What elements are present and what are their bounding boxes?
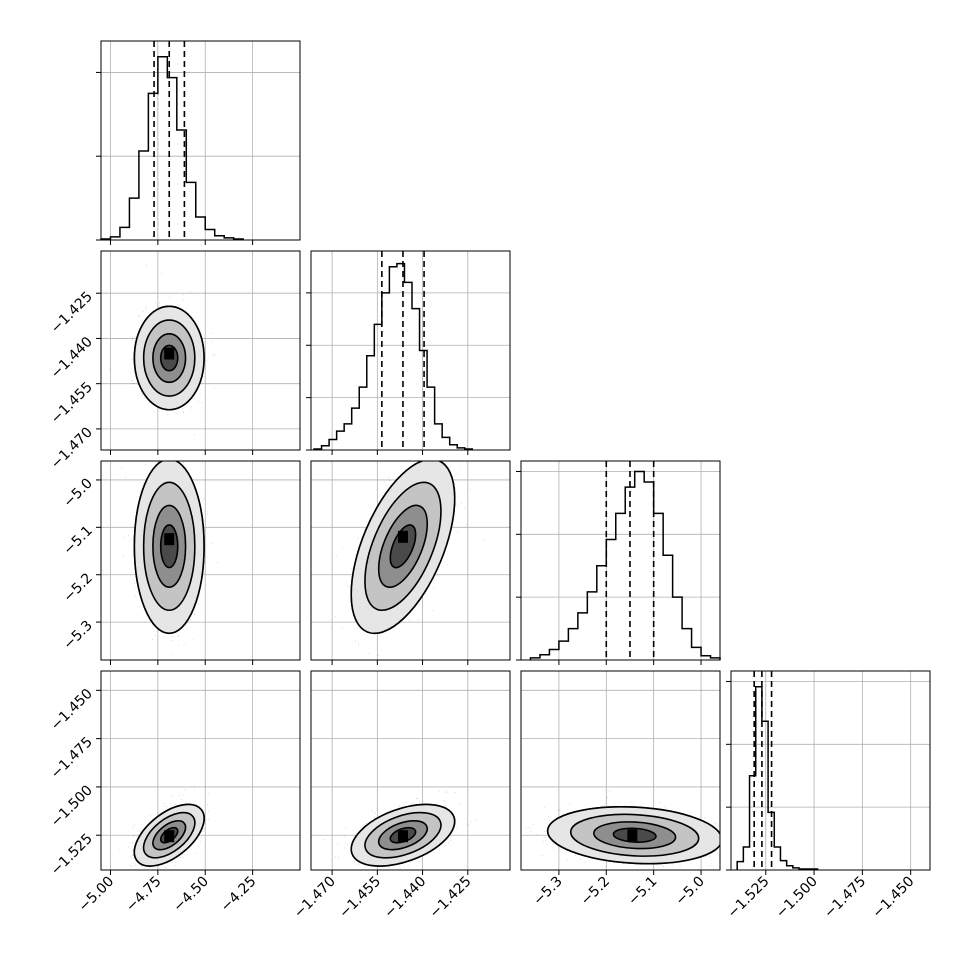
contour-core — [389, 524, 417, 569]
panel-background — [731, 671, 930, 870]
panel-r2-c2 — [516, 460, 721, 665]
panel-r2-c1 — [310, 460, 511, 665]
panel-r2-c0: −5.0−5.1−5.2−5.3 — [60, 460, 301, 665]
panel-frame — [730, 670, 931, 871]
histogram-step — [313, 262, 474, 450]
density-peak — [397, 530, 408, 543]
density-peak — [164, 533, 175, 546]
panel-r3-c2: −5.3 −5.2 −5.1 −5.0 — [520, 670, 721, 909]
panel-background — [101, 41, 300, 240]
panel-frame — [310, 670, 511, 871]
panel-r1-c1 — [306, 250, 511, 455]
histogram-step — [736, 685, 819, 870]
panel-frame — [100, 40, 301, 241]
density-peak — [164, 830, 175, 843]
density-peak — [164, 347, 175, 360]
histogram-step — [100, 55, 244, 240]
panel-frame — [310, 250, 511, 451]
panel-background — [101, 671, 300, 870]
panel-background — [521, 461, 720, 660]
density-layer — [109, 265, 215, 435]
panel-frame — [100, 250, 301, 451]
density-layer — [323, 790, 477, 870]
panels-layer: −1.425−1.440−1.455−1.470−5.0−5.1−5.2−5.3… — [48, 40, 931, 921]
histogram-step — [529, 470, 721, 660]
panel-frame — [520, 460, 721, 661]
density-layer — [119, 785, 210, 869]
density-layer — [121, 461, 218, 655]
contour-core — [159, 524, 179, 569]
panel-frame — [100, 460, 301, 661]
density-peak — [627, 829, 638, 842]
density-peak — [397, 830, 408, 843]
panel-r1-c0: −1.425−1.440−1.455−1.470 — [48, 250, 301, 472]
panel-frame — [520, 670, 721, 871]
density-layer — [331, 461, 485, 656]
panel-frame — [100, 670, 301, 871]
panel-frame — [310, 460, 511, 661]
panel-r0-c0 — [96, 40, 301, 245]
panel-background — [311, 251, 510, 450]
density-layer — [525, 791, 720, 870]
